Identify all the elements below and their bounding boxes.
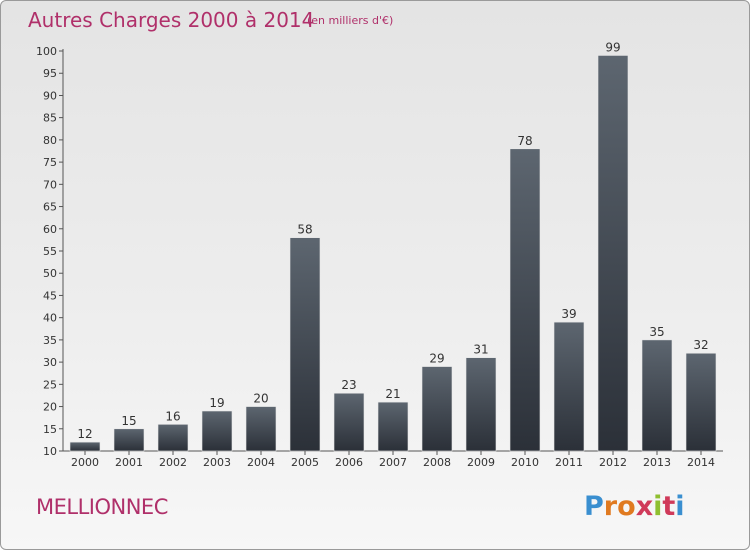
logo-letter: r — [603, 491, 618, 522]
y-tick-label: 95 — [43, 67, 57, 80]
logo-letter: t — [662, 491, 676, 522]
x-tick-label: 2003 — [203, 456, 231, 469]
bar-value-label: 20 — [253, 392, 268, 406]
y-tick-label: 100 — [36, 45, 57, 58]
bar-2012 — [597, 55, 629, 452]
bar-value-label: 58 — [297, 223, 312, 237]
x-tick-label: 2009 — [467, 456, 495, 469]
x-ticks: 2000 2001 2002 2003 2004 2005 2006 2007 2008 2009… — [71, 451, 715, 469]
y-tick-label: 40 — [43, 312, 57, 325]
x-tick-label: 2012 — [599, 456, 627, 469]
y-tick-label: 10 — [43, 445, 57, 458]
y-tick-label: 25 — [43, 378, 57, 391]
chart-title: Autres Charges 2000 à 2014 — [28, 8, 315, 32]
x-tick-label: 2006 — [335, 456, 363, 469]
x-tick-label: 2007 — [379, 456, 407, 469]
y-tick-label: 30 — [43, 356, 57, 369]
bar-value-label: 32 — [693, 338, 708, 352]
bar-value-label: 12 — [77, 427, 92, 441]
bar-value-label: 16 — [165, 409, 180, 423]
bar-2007 — [377, 401, 409, 452]
x-tick-label: 2002 — [159, 456, 187, 469]
x-tick-label: 2008 — [423, 456, 451, 469]
y-tick-label: 90 — [43, 89, 57, 102]
bar-2006 — [333, 392, 365, 452]
bar-2001 — [113, 428, 145, 452]
bar-value-label: 35 — [649, 325, 664, 339]
logo-letter: x — [635, 491, 654, 522]
bar-value-label: 21 — [385, 387, 400, 401]
bar-value-label: 39 — [561, 307, 576, 321]
bar-value-label: 23 — [341, 378, 356, 392]
y-tick-label: 50 — [43, 267, 57, 280]
y-tick-label: 65 — [43, 201, 57, 214]
x-tick-label: 2000 — [71, 456, 99, 469]
y-tick-label: 20 — [43, 401, 57, 414]
bar-2010 — [509, 148, 541, 452]
y-tick-label: 80 — [43, 134, 57, 147]
bar-2005 — [289, 237, 321, 452]
bars — [69, 55, 717, 452]
x-tick-label: 2005 — [291, 456, 319, 469]
y-tick-label: 85 — [43, 112, 57, 125]
logo-letter: i — [675, 491, 685, 522]
chart-subtitle: (en milliers d'€) — [307, 14, 394, 27]
logo-letter: o — [617, 491, 636, 522]
y-tick-label: 15 — [43, 423, 57, 436]
y-tick-label: 35 — [43, 334, 57, 347]
bar-2011 — [553, 321, 585, 452]
bar-value-label: 29 — [429, 352, 444, 366]
x-tick-label: 2011 — [555, 456, 583, 469]
bar-value-label: 19 — [209, 396, 224, 410]
bar-2004 — [245, 406, 277, 452]
bar-value-label: 31 — [473, 343, 488, 357]
bar-2008 — [421, 366, 453, 452]
y-tick-label: 55 — [43, 245, 57, 258]
x-tick-label: 2001 — [115, 456, 143, 469]
logo-letter: P — [584, 491, 604, 522]
y-tick-label: 60 — [43, 223, 57, 236]
y-tick-label: 70 — [43, 178, 57, 191]
x-tick-label: 2013 — [643, 456, 671, 469]
x-tick-label: 2014 — [687, 456, 715, 469]
x-tick-label: 2004 — [247, 456, 275, 469]
bar-2003 — [201, 410, 233, 452]
bar-2000 — [69, 441, 101, 452]
logo-letter: i — [653, 491, 663, 522]
y-tick-label: 75 — [43, 156, 57, 169]
bar-2013 — [641, 339, 673, 452]
bar-2002 — [157, 424, 189, 452]
proxiti-logo[interactable]: Proxiti — [584, 491, 685, 522]
bar-2009 — [465, 357, 497, 452]
bar-value-label: 15 — [121, 414, 136, 428]
y-ticks: 10 15 20 25 30 35 40 45 50 55 60 65 70 75 80 85 90 95 100 — [36, 45, 63, 458]
bar-value-label: 99 — [605, 40, 620, 54]
x-tick-label: 2010 — [511, 456, 539, 469]
commune-name: MELLIONNEC — [36, 495, 168, 519]
y-tick-label: 45 — [43, 289, 57, 302]
value-labels: 12 15 16 19 20 58 23 21 29 31 78 39 99 35 32 — [77, 40, 708, 441]
bar-2014 — [685, 352, 717, 452]
bar-value-label: 78 — [517, 134, 532, 148]
